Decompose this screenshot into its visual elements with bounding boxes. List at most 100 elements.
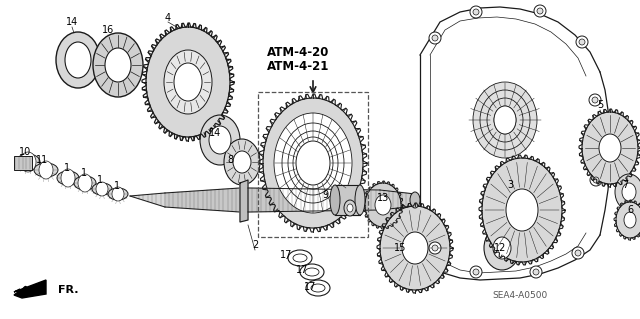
Ellipse shape: [74, 176, 96, 190]
Ellipse shape: [480, 90, 530, 150]
Ellipse shape: [365, 183, 401, 227]
Text: 5: 5: [597, 100, 603, 110]
Ellipse shape: [494, 106, 516, 134]
Text: 17: 17: [280, 250, 292, 260]
Ellipse shape: [164, 50, 212, 114]
Text: 17: 17: [296, 265, 308, 275]
Ellipse shape: [56, 32, 100, 88]
Circle shape: [579, 39, 585, 45]
Circle shape: [429, 32, 441, 44]
Circle shape: [593, 177, 599, 183]
Circle shape: [537, 8, 543, 14]
Ellipse shape: [93, 33, 143, 97]
Ellipse shape: [582, 112, 638, 184]
Text: 17: 17: [304, 282, 316, 292]
Ellipse shape: [16, 154, 40, 170]
Ellipse shape: [311, 284, 325, 292]
Circle shape: [533, 269, 539, 275]
Circle shape: [530, 266, 542, 278]
Ellipse shape: [615, 174, 640, 210]
Text: 16: 16: [102, 25, 114, 35]
Text: 1: 1: [81, 168, 87, 178]
Ellipse shape: [355, 185, 365, 215]
Text: 2: 2: [252, 240, 258, 250]
Ellipse shape: [484, 226, 520, 270]
Text: FR.: FR.: [58, 285, 79, 295]
Text: 9: 9: [322, 190, 328, 200]
Text: 15: 15: [394, 243, 406, 253]
Ellipse shape: [282, 123, 344, 203]
Text: 3: 3: [507, 180, 513, 190]
Polygon shape: [130, 193, 165, 207]
Ellipse shape: [473, 82, 537, 158]
Polygon shape: [240, 180, 248, 222]
Text: 13: 13: [377, 193, 389, 203]
Ellipse shape: [39, 161, 53, 179]
Circle shape: [572, 247, 584, 259]
Circle shape: [592, 97, 598, 103]
Ellipse shape: [61, 169, 75, 187]
Circle shape: [590, 174, 602, 186]
Circle shape: [473, 269, 479, 275]
Ellipse shape: [380, 206, 450, 290]
Text: 14: 14: [209, 128, 221, 138]
Text: 10: 10: [19, 147, 31, 157]
Ellipse shape: [298, 144, 328, 182]
Circle shape: [432, 245, 438, 251]
Text: SEA4-A0500: SEA4-A0500: [492, 291, 548, 300]
Ellipse shape: [78, 174, 92, 192]
Ellipse shape: [599, 134, 621, 162]
Bar: [258, 92, 368, 237]
Ellipse shape: [200, 115, 240, 165]
Polygon shape: [248, 188, 380, 212]
Circle shape: [575, 250, 581, 256]
Ellipse shape: [96, 182, 108, 196]
Ellipse shape: [305, 268, 319, 276]
Ellipse shape: [293, 137, 333, 189]
Circle shape: [429, 242, 441, 254]
Text: 1: 1: [97, 175, 103, 185]
Ellipse shape: [288, 131, 338, 195]
Text: 4: 4: [165, 13, 171, 23]
Text: 6: 6: [627, 205, 633, 215]
Ellipse shape: [146, 27, 230, 137]
Ellipse shape: [306, 280, 330, 296]
Ellipse shape: [296, 141, 330, 185]
Ellipse shape: [274, 113, 352, 213]
Polygon shape: [335, 185, 360, 215]
Ellipse shape: [92, 183, 112, 195]
Text: 11: 11: [36, 155, 48, 165]
Circle shape: [473, 9, 479, 15]
Ellipse shape: [65, 42, 91, 78]
Text: 14: 14: [66, 17, 78, 27]
Circle shape: [589, 94, 601, 106]
Ellipse shape: [20, 152, 36, 172]
Ellipse shape: [300, 264, 324, 280]
Ellipse shape: [224, 139, 260, 185]
Ellipse shape: [344, 200, 356, 216]
Ellipse shape: [494, 106, 516, 134]
Text: 1: 1: [114, 181, 120, 191]
Ellipse shape: [288, 250, 312, 266]
Ellipse shape: [108, 188, 128, 200]
Ellipse shape: [410, 192, 420, 208]
Bar: [14, 156, 32, 170]
Text: 12: 12: [494, 243, 506, 253]
Ellipse shape: [293, 254, 307, 262]
Ellipse shape: [347, 204, 353, 212]
Text: ATM-4-21: ATM-4-21: [267, 60, 329, 72]
Text: 8: 8: [227, 155, 233, 165]
Ellipse shape: [174, 63, 202, 101]
Ellipse shape: [482, 158, 562, 262]
Ellipse shape: [493, 237, 511, 259]
Polygon shape: [165, 188, 240, 212]
Ellipse shape: [375, 195, 391, 215]
Polygon shape: [14, 280, 46, 298]
Ellipse shape: [330, 185, 340, 215]
Text: ATM-4-20: ATM-4-20: [267, 46, 329, 58]
Circle shape: [432, 35, 438, 41]
Circle shape: [470, 6, 482, 18]
Circle shape: [470, 266, 482, 278]
Text: 7: 7: [622, 180, 628, 190]
Text: 1: 1: [64, 163, 70, 173]
